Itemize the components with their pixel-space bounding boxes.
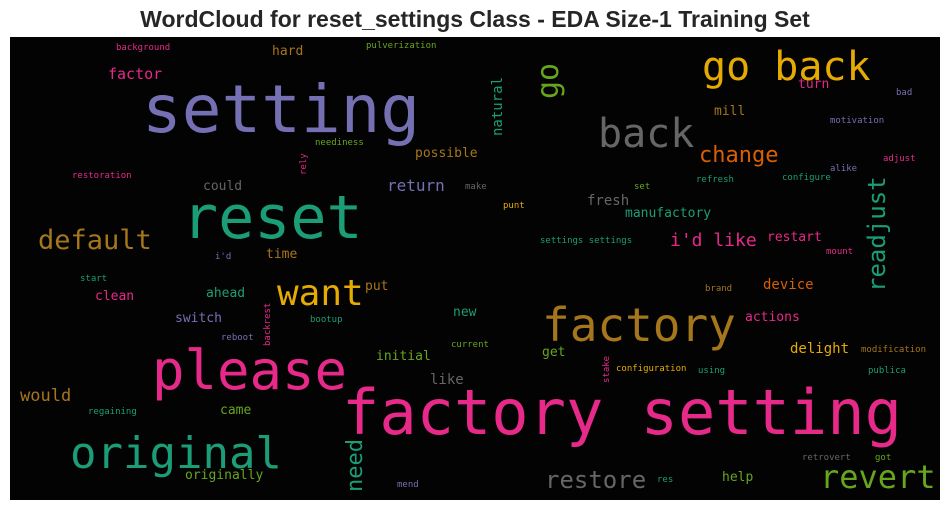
word-fresh: fresh [587,193,629,209]
word-could: could [203,179,242,194]
word-factor: factor [108,65,162,83]
word-would: would [20,386,71,406]
word-adjust: adjust [883,154,916,164]
word-configuration: configuration [616,364,686,374]
word-set: set [634,182,650,192]
word-configure: configure [782,173,831,183]
word-background: background [116,43,170,53]
word-brand: brand [705,284,732,294]
word-mend: mend [397,480,419,490]
word-came: came [220,403,251,418]
word-readjust: readjust [863,176,891,292]
word-make: make [465,182,487,192]
word-natural: natural [490,77,506,136]
word-start: start [80,274,107,284]
word-motivation: motivation [830,116,884,126]
word-return: return [387,176,445,195]
word-regaining: regaining [88,407,137,417]
chart-title: WordCloud for reset_settings Class - EDA… [140,6,810,32]
word-factory-setting: factory setting [342,376,902,449]
word-bad: bad [896,88,912,98]
word-default: default [38,225,152,256]
word-originally: originally [185,468,263,483]
word-rely: rely [299,153,309,175]
word-i-d: i'd [215,252,231,262]
word-go: go [531,63,566,99]
word-get: get [542,345,565,360]
word-like: like [430,372,464,388]
word-setting: setting [142,71,420,148]
wordcloud-background [10,37,940,500]
word-settings-settings: settings settings [540,236,632,246]
word-time: time [266,247,297,262]
word-actions: actions [745,310,800,325]
word-restore: restore [545,466,646,494]
word-need: need [343,439,368,492]
word-mill: mill [714,104,745,119]
word-switch: switch [175,311,222,326]
word-using: using [698,366,725,376]
word-factory: factory [542,298,736,352]
word-modification: modification [861,345,926,355]
word-put: put [365,279,388,294]
word-mount: mount [826,247,853,257]
word-back: back [598,111,694,157]
word-want: want [277,273,364,314]
word-delight: delight [790,341,849,357]
word-help: help [722,470,753,485]
word-i-d-like: i'd like [670,230,757,251]
word-please: please [152,339,347,402]
word-res: res [657,475,673,485]
word-pulverization: pulverization [366,41,436,51]
word-manufactory: manufactory [625,206,711,221]
word-neediness: neediness [315,138,364,148]
word-got: got [875,453,891,463]
word-revert: revert [820,458,936,496]
word-go-back: go back [702,44,871,90]
word-punt: punt [503,201,525,211]
word-restart: restart [767,230,822,245]
word-new: new [453,305,477,320]
word-clean: clean [95,289,134,304]
word-initial: initial [376,349,431,364]
word-turn: turn [798,77,829,92]
word-possible: possible [415,146,478,161]
word-stake: stake [602,356,612,383]
word-retrovert: retrovert [802,453,851,463]
word-refresh: refresh [696,175,734,185]
word-publica: publica [868,366,906,376]
word-original: original [70,428,282,479]
word-backrest: backrest [263,303,273,346]
word-bootup: bootup [310,315,343,325]
word-device: device [763,277,814,293]
word-change: change [699,143,778,168]
word-hard: hard [272,44,303,59]
word-alike: alike [830,164,857,174]
word-reboot: reboot [221,333,254,343]
word-reset: reset [182,183,363,253]
word-restoration: restoration [72,171,132,181]
word-ahead: ahead [206,286,245,301]
word-current: current [451,340,489,350]
